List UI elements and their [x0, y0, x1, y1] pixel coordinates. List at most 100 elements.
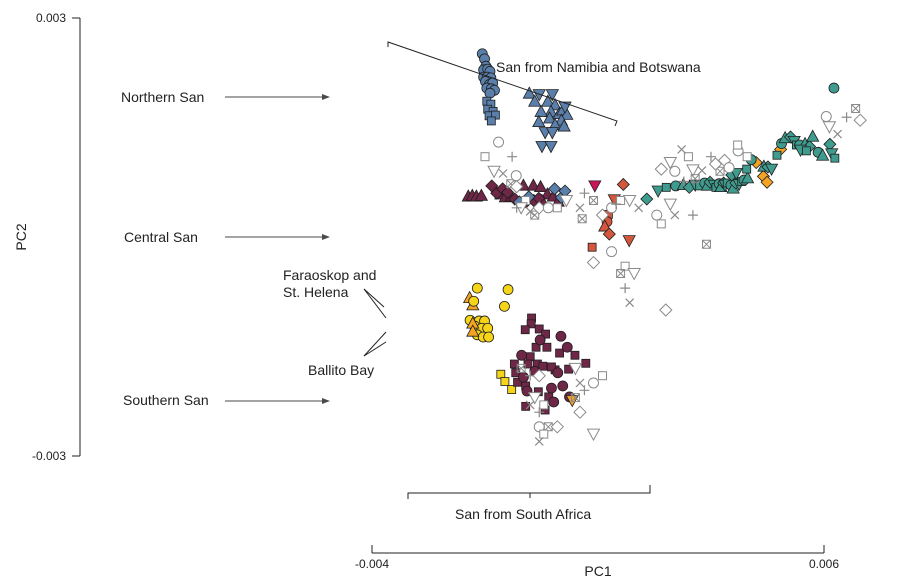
data-point — [595, 208, 610, 222]
data-point — [602, 227, 616, 241]
data-point — [577, 214, 587, 224]
data-point — [616, 269, 626, 278]
data-point — [729, 168, 743, 181]
data-point — [622, 235, 636, 248]
data-point — [533, 179, 548, 193]
data-point — [484, 87, 496, 99]
data-point — [820, 111, 832, 123]
data-point — [598, 219, 612, 232]
data-point — [487, 165, 501, 179]
data-point — [851, 104, 861, 114]
data-point — [670, 210, 680, 220]
data-point — [740, 171, 755, 184]
data-point — [545, 127, 560, 140]
data-point — [466, 324, 480, 337]
faraoskop-label-line1: Faraoskop and — [283, 267, 376, 283]
data-point — [507, 151, 518, 162]
data-point — [661, 182, 671, 192]
data-point — [654, 162, 668, 176]
data-point — [651, 185, 665, 198]
data-point — [532, 368, 546, 383]
south-africa-bracket — [407, 485, 651, 499]
central-san-label: Central San — [124, 229, 198, 245]
data-point — [550, 420, 565, 434]
series-7 — [588, 180, 602, 193]
data-point — [625, 298, 635, 308]
data-point — [733, 140, 743, 150]
x-tick-label-right: 0.006 — [809, 557, 839, 571]
data-point — [538, 361, 548, 371]
data-points — [461, 48, 867, 446]
data-point — [552, 203, 562, 213]
data-point — [520, 325, 530, 335]
data-point — [581, 358, 591, 368]
data-point — [516, 349, 528, 361]
data-point — [560, 107, 574, 120]
data-point — [548, 396, 560, 408]
data-point — [525, 352, 535, 362]
data-point — [486, 116, 496, 126]
data-point — [606, 246, 618, 258]
namibia-botswana-bracket — [387, 41, 618, 127]
data-point — [575, 203, 585, 213]
data-point — [547, 362, 556, 372]
central-san-arrowhead — [322, 234, 330, 240]
data-point — [501, 185, 515, 200]
data-point — [588, 196, 598, 205]
data-point — [697, 166, 707, 175]
y-tick-label-bottom: -0.003 — [32, 449, 66, 463]
data-point — [541, 329, 550, 339]
data-point — [518, 371, 529, 383]
data-point — [493, 136, 505, 148]
data-point — [498, 169, 508, 178]
data-point — [570, 350, 580, 360]
data-point — [622, 195, 637, 208]
series-10 — [466, 316, 480, 337]
data-point — [598, 371, 608, 381]
data-point — [764, 163, 779, 176]
data-point — [587, 377, 599, 389]
data-point — [815, 148, 830, 161]
data-point — [663, 198, 678, 212]
data-point — [528, 94, 542, 107]
southern-san-label: Southern San — [123, 392, 209, 408]
data-point — [555, 330, 567, 342]
series-2 — [522, 86, 574, 132]
faraoskop-pointer-2 — [363, 288, 387, 319]
data-point — [545, 89, 560, 102]
data-point — [841, 112, 852, 123]
ballito-pointer-2 — [363, 341, 387, 357]
data-point — [516, 363, 526, 373]
southern-san-arrowhead — [322, 398, 330, 404]
data-point — [656, 219, 666, 229]
data-point — [525, 207, 535, 216]
data-point — [534, 436, 544, 446]
south-africa-label: San from South Africa — [455, 506, 591, 522]
data-point — [708, 157, 723, 171]
series-9 — [464, 282, 514, 343]
data-point — [471, 282, 483, 294]
data-point — [532, 114, 546, 128]
data-point — [502, 284, 514, 295]
data-point — [557, 380, 569, 392]
faraoskop-label-line2: St. Helena — [283, 284, 349, 300]
data-point — [801, 146, 811, 156]
data-point — [527, 392, 542, 405]
data-point — [573, 405, 587, 419]
data-point — [627, 268, 642, 281]
data-point — [723, 162, 735, 174]
data-point — [541, 94, 555, 107]
data-point — [586, 255, 601, 270]
data-point — [678, 176, 689, 187]
x-axis-title: PC1 — [584, 563, 611, 579]
data-point — [828, 82, 840, 94]
data-point — [542, 111, 557, 124]
data-point — [558, 101, 572, 114]
data-point — [542, 202, 554, 214]
data-point — [760, 175, 774, 189]
data-point — [620, 283, 631, 294]
data-point — [659, 303, 673, 317]
data-point — [833, 129, 842, 139]
annotation-arrows — [225, 94, 387, 404]
